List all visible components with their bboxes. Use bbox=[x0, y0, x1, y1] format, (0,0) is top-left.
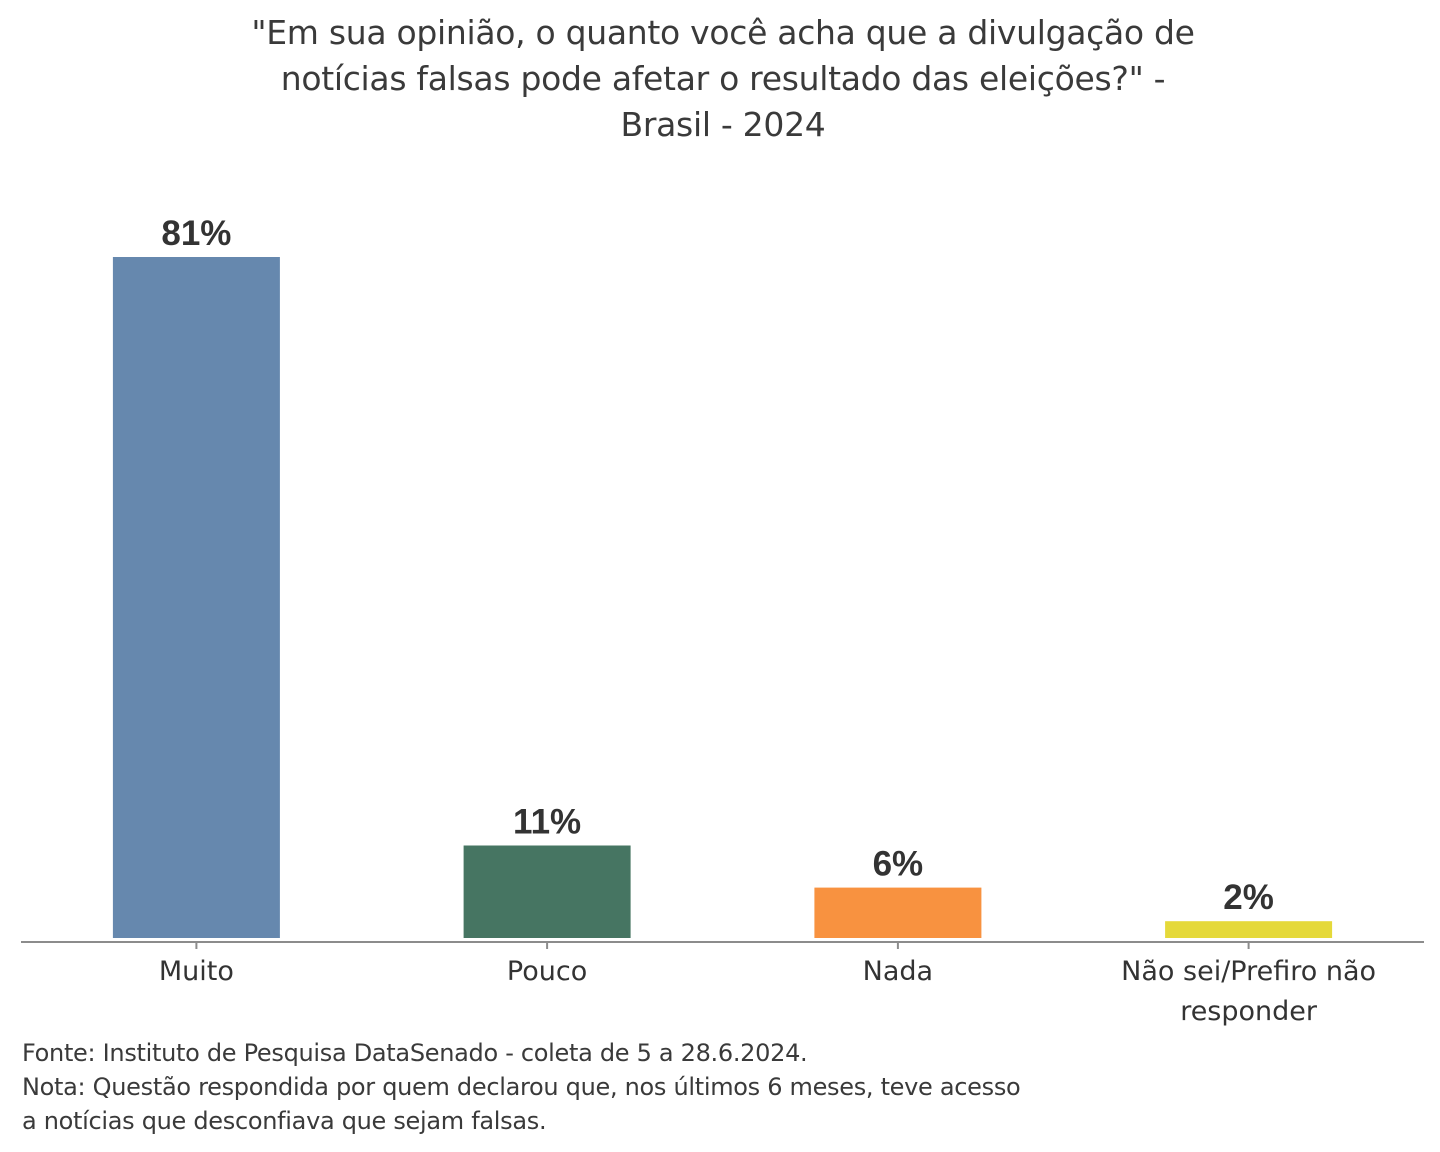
x-label-1: Muito bbox=[159, 956, 234, 987]
footnote-line-2: a notícias que desconfiava que sejam fal… bbox=[22, 1107, 547, 1135]
chart-footer: Fonte: Instituto de Pesquisa DataSenado … bbox=[22, 1036, 1021, 1138]
x-label-line: Nada bbox=[863, 956, 933, 987]
data-label-2: 11% bbox=[513, 803, 581, 842]
x-label-line: Pouco bbox=[507, 956, 587, 987]
data-label-4: 2% bbox=[1223, 878, 1274, 917]
chart-title-line-1: "Em sua opinião, o quanto você acha que … bbox=[251, 13, 1195, 52]
chart-title-line-3: Brasil - 2024 bbox=[620, 105, 826, 144]
x-axis-labels-group: Muito Pouco Nada Não sei/Prefiro não respond… bbox=[159, 956, 1376, 1027]
data-labels-group: 81% 11% 6% 2% bbox=[161, 214, 1274, 917]
data-label-3: 6% bbox=[873, 845, 924, 884]
chart-title-line-2: notícias falsas pode afetar o resultado … bbox=[280, 59, 1166, 98]
data-label-1: 81% bbox=[161, 214, 231, 253]
x-label-2: Pouco bbox=[507, 956, 587, 987]
x-label-3: Nada bbox=[863, 956, 933, 987]
source-note: Fonte: Instituto de Pesquisa DataSenado … bbox=[22, 1039, 808, 1067]
bar-3 bbox=[814, 887, 982, 938]
x-label-line: Muito bbox=[159, 956, 234, 987]
bar-2 bbox=[463, 845, 631, 938]
footnote-line-1: Nota: Questão respondida por quem declar… bbox=[22, 1073, 1021, 1101]
x-label-4: Não sei/Prefiro não responder bbox=[1121, 956, 1376, 1027]
x-label-line: Não sei/Prefiro não bbox=[1121, 956, 1376, 987]
x-axis-ticks-group bbox=[195, 942, 1250, 949]
x-label-line: responder bbox=[1180, 996, 1318, 1027]
bar-1 bbox=[112, 257, 280, 938]
bars-group bbox=[112, 257, 1333, 938]
chart-title: "Em sua opinião, o quanto você acha que … bbox=[0, 10, 1440, 148]
bar-4 bbox=[1165, 921, 1333, 938]
